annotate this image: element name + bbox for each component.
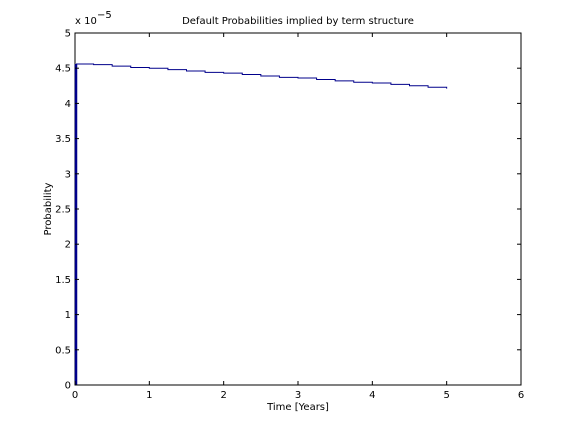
x-tick-label: 1 <box>146 390 152 401</box>
x-tick-label: 3 <box>295 390 301 401</box>
y-tick-label: 4.5 <box>55 64 71 75</box>
y-tick-label: 2.5 <box>55 205 71 216</box>
y-axis: 0 0.5 1 1.5 2 2.5 3 3.5 4 4.5 5 <box>55 29 521 392</box>
y-tick-label: 4 <box>65 99 71 110</box>
plot-area <box>74 32 522 386</box>
x-tick-label: 2 <box>220 390 226 401</box>
series-point <box>427 87 428 88</box>
series-point <box>167 69 168 70</box>
series-point <box>390 84 391 85</box>
series-point <box>112 65 113 66</box>
y-tick-label: 3.5 <box>55 134 71 145</box>
x-axis-label: Time [Years] <box>266 402 329 413</box>
series-point <box>260 75 261 76</box>
series-point <box>279 77 280 78</box>
series-point <box>335 80 336 81</box>
exponent-power: −5 <box>97 10 112 21</box>
y-tick-label: 0.5 <box>55 345 71 356</box>
series-point <box>130 67 131 68</box>
y-tick-label: 1 <box>65 310 71 321</box>
x-tick-label: 5 <box>443 390 449 401</box>
y-tick-label: 0 <box>65 381 71 392</box>
series-point <box>204 72 205 73</box>
series-point <box>353 82 354 83</box>
series-point <box>409 85 410 86</box>
x-tick-label: 4 <box>369 390 375 401</box>
series-point <box>74 63 75 64</box>
y-exponent-label: x 10 −5 <box>75 10 112 27</box>
series-point <box>316 79 317 80</box>
series-line <box>76 63 448 89</box>
y-axis-label: Probability <box>43 182 54 235</box>
series-point <box>93 64 94 65</box>
y-tick-label: 1.5 <box>55 275 71 286</box>
y-tick-label: 3 <box>65 169 71 180</box>
series-point <box>297 77 298 78</box>
series-point <box>186 70 187 71</box>
series-layer <box>74 63 448 385</box>
series-point <box>242 74 243 75</box>
x-tick-label: 0 <box>72 390 78 401</box>
x-axis: 0 1 2 3 4 5 6 <box>72 33 524 401</box>
series-point <box>446 88 447 89</box>
x-tick-label: 6 <box>518 390 524 401</box>
series-point <box>372 82 373 83</box>
series-point <box>223 73 224 74</box>
series-point <box>149 68 150 69</box>
y-tick-label: 2 <box>65 240 71 251</box>
y-tick-label: 5 <box>65 29 71 40</box>
chart-title: Default Probabilities implied by term st… <box>182 16 414 27</box>
exponent-base: x 10 <box>75 16 97 27</box>
